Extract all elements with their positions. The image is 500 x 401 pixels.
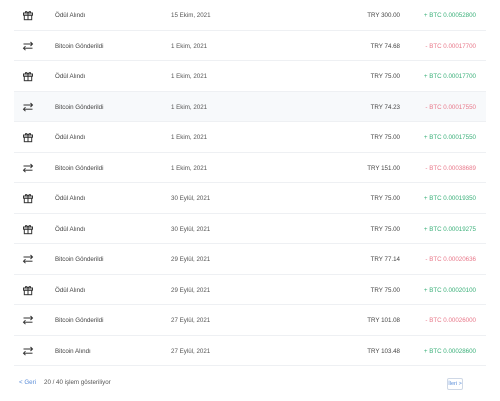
transaction-title: Bitcoin Gönderildi	[55, 103, 104, 111]
transaction-count-text: 20 / 40 işlem gösteriliyor	[44, 379, 111, 386]
transaction-date: 30 Eylül, 2021	[171, 225, 211, 233]
transaction-btc-amount: + BTC 0.00017550	[423, 134, 476, 141]
transaction-btc-amount: - BTC 0.00026000	[425, 317, 476, 324]
transaction-title: Ödül Alındı	[55, 286, 86, 294]
transfer-arrows-icon	[22, 162, 34, 174]
pagination-bar: < Geri 20 / 40 işlem gösteriliyor İleri …	[19, 378, 489, 390]
transaction-fiat-amount: TRY 103.48	[367, 347, 400, 355]
transaction-date: 30 Eylül, 2021	[171, 195, 211, 202]
transaction-row[interactable]: Bitcoin Alındı 27 Eylül, 2021 TRY 103.48 + …	[14, 336, 486, 366]
transaction-date: 29 Eylül, 2021	[171, 286, 211, 294]
transaction-row[interactable]: Bitcoin Gönderildi 29 Eylül, 2021 TRY 77.1…	[14, 244, 486, 275]
transaction-title: Ödül Alındı	[55, 134, 86, 141]
transaction-row[interactable]: Ödül Alındı 1 Ekim, 2021 TRY 75.00 + BTC 0.…	[14, 61, 486, 92]
transaction-title: Bitcoin Gönderildi	[55, 256, 104, 263]
transaction-fiat-amount: TRY 74.23	[370, 103, 400, 111]
transaction-date: 29 Eylül, 2021	[171, 256, 211, 263]
transaction-fiat-amount: TRY 74.68	[370, 42, 400, 50]
transaction-title: Bitcoin Gönderildi	[55, 164, 104, 172]
transaction-btc-amount: + BTC 0.00052800	[423, 12, 476, 19]
back-button[interactable]: < Geri	[19, 379, 37, 386]
transaction-row[interactable]: Ödül Alındı 30 Eylül, 2021 TRY 75.00 + BTC …	[14, 214, 486, 244]
transaction-fiat-amount: TRY 75.00	[370, 73, 400, 80]
transaction-date: 1 Ekim, 2021	[171, 134, 208, 141]
transaction-fiat-amount: TRY 75.00	[370, 195, 400, 202]
gift-icon	[22, 223, 34, 235]
transfer-arrows-icon	[22, 345, 34, 357]
transaction-row[interactable]: Ödül Alındı 30 Eylül, 2021 TRY 75.00 + BTC …	[14, 183, 486, 214]
transaction-btc-amount: + BTC 0.00020100	[423, 286, 476, 294]
transaction-row[interactable]: Bitcoin Gönderildi 1 Ekim, 2021 TRY 74.23 -…	[14, 91, 486, 122]
transaction-title: Bitcoin Gönderildi	[55, 42, 104, 50]
transaction-title: Ödül Alındı	[55, 12, 86, 19]
transfer-arrows-icon	[22, 253, 34, 265]
gift-icon	[22, 284, 34, 296]
transaction-btc-amount: - BTC 0.00038689	[425, 164, 476, 172]
transaction-btc-amount: + BTC 0.00019350	[423, 195, 476, 202]
transaction-title: Ödül Alındı	[55, 225, 86, 233]
transaction-list: Ödül Alındı 15 Ekim, 2021 TRY 300.00 + BTC …	[14, 0, 486, 366]
transaction-row[interactable]: Bitcoin Gönderildi 27 Eylül, 2021 TRY 101.…	[14, 305, 486, 336]
transaction-fiat-amount: TRY 101.08	[367, 317, 400, 324]
next-page-label: İleri >	[448, 381, 462, 387]
transaction-fiat-amount: TRY 77.14	[370, 256, 400, 263]
transaction-title: Bitcoin Alındı	[55, 347, 91, 355]
transaction-fiat-amount: TRY 300.00	[367, 12, 400, 19]
gift-icon	[22, 192, 34, 204]
transaction-row[interactable]: Ödül Alındı 1 Ekim, 2021 TRY 75.00 + BTC 0.…	[14, 122, 486, 153]
transaction-date: 1 Ekim, 2021	[171, 103, 208, 111]
transaction-date: 27 Eylül, 2021	[171, 317, 211, 324]
transaction-btc-amount: - BTC 0.00017700	[425, 42, 476, 50]
transaction-btc-amount: + BTC 0.00017700	[423, 73, 476, 80]
transfer-arrows-icon	[22, 40, 34, 52]
transaction-date: 1 Ekim, 2021	[171, 164, 208, 172]
gift-icon	[22, 131, 34, 143]
transaction-date: 15 Ekim, 2021	[171, 12, 211, 19]
transaction-btc-amount: + BTC 0.00019275	[423, 225, 476, 233]
transaction-date: 27 Eylül, 2021	[171, 347, 211, 355]
transaction-fiat-amount: TRY 151.00	[367, 164, 400, 172]
gift-icon	[22, 70, 34, 82]
transaction-row[interactable]: Bitcoin Gönderildi 1 Ekim, 2021 TRY 151.00…	[14, 153, 486, 183]
transaction-btc-amount: + BTC 0.00028600	[423, 347, 476, 355]
transaction-btc-amount: - BTC 0.00017550	[425, 103, 476, 111]
transaction-title: Bitcoin Gönderildi	[55, 317, 104, 324]
transaction-title: Ödül Alındı	[55, 195, 86, 202]
transaction-date: 1 Ekim, 2021	[171, 73, 208, 80]
transaction-fiat-amount: TRY 75.00	[370, 134, 400, 141]
transfer-arrows-icon	[22, 314, 34, 326]
transaction-fiat-amount: TRY 75.00	[370, 286, 400, 294]
transaction-fiat-amount: TRY 75.00	[370, 225, 400, 233]
transaction-row[interactable]: Bitcoin Gönderildi 1 Ekim, 2021 TRY 74.68 -…	[14, 31, 486, 61]
transaction-row[interactable]: Ödül Alındı 15 Ekim, 2021 TRY 300.00 + BTC …	[14, 0, 486, 31]
transaction-title: Ödül Alındı	[55, 73, 86, 80]
transaction-date: 1 Ekim, 2021	[171, 42, 208, 50]
transfer-arrows-icon	[22, 101, 34, 113]
next-page-button[interactable]: İleri >	[447, 378, 463, 390]
gift-icon	[22, 9, 34, 21]
transaction-btc-amount: - BTC 0.00020636	[425, 256, 476, 263]
transaction-row[interactable]: Ödül Alındı 29 Eylül, 2021 TRY 75.00 + BTC …	[14, 275, 486, 305]
